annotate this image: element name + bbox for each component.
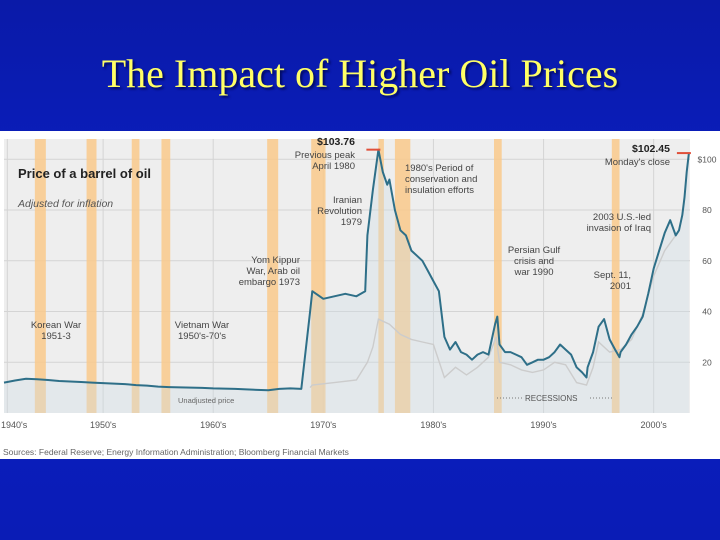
unadjusted-price-line	[309, 234, 677, 389]
annotation-persian-gulf: war 1990	[513, 267, 553, 278]
annotation-persian-gulf: crisis and	[514, 256, 554, 267]
recession-band	[86, 139, 97, 413]
annotation-iranian-revolution: Iranian	[333, 195, 362, 206]
recession-band	[161, 139, 171, 413]
annotation-vietnam-war: 1950's-70's	[178, 331, 226, 342]
annotation-sept-11: 2001	[610, 281, 631, 292]
annotation-korean-war: 1951-3	[41, 331, 71, 342]
annotation-yom-kippur: War, Arab oil	[246, 266, 300, 277]
y-tick-label: 80	[702, 205, 712, 215]
x-tick-label: 1940's	[1, 420, 28, 430]
plot-area	[3, 139, 691, 413]
annotation-iranian-revolution: 1979	[341, 217, 362, 228]
annotation-value-previous-peak: $103.76	[317, 136, 355, 148]
annotation-conservation: 1980's Period of	[405, 163, 474, 174]
recession-band	[34, 139, 46, 413]
slide-title: The Impact of Higher Oil Prices	[101, 51, 619, 96]
recessions-label: RECESSIONS	[525, 394, 577, 403]
x-tick-label: 1990's	[530, 420, 557, 430]
x-tick-label: 1960's	[200, 420, 227, 430]
recession-band	[378, 139, 384, 413]
x-tick-label: 1950's	[90, 420, 117, 430]
recession-band	[611, 139, 620, 413]
annotation-conservation: conservation and	[405, 174, 477, 185]
annotation-yom-kippur: embargo 1973	[239, 277, 300, 288]
recession-band	[267, 139, 279, 413]
recession-band	[131, 139, 140, 413]
annotation-korean-war: Korean War	[31, 320, 81, 331]
y-tick-label: $100	[698, 154, 717, 164]
annotation-previous-peak: Previous peak	[295, 150, 355, 161]
y-tick-label: 40	[702, 307, 712, 317]
x-tick-label: 2000's	[641, 420, 668, 430]
chart-subtitle: Adjusted for inflation	[17, 198, 113, 210]
adjusted-area	[4, 149, 689, 413]
annotation-conservation: insulation efforts	[405, 185, 474, 196]
oil-price-chart: Price of a barrel of oil Adjusted for in…	[0, 131, 720, 459]
y-tick-label: 60	[702, 256, 712, 266]
x-tick-label: 1970's	[310, 420, 337, 430]
recession-band	[311, 139, 326, 413]
annotation-iraq-invasion: 2003 U.S.-led	[593, 212, 651, 223]
x-tick-label: 1980's	[420, 420, 447, 430]
label-layer: Price of a barrel of oil Adjusted for in…	[1, 136, 717, 457]
y-tick-label: 20	[702, 357, 712, 367]
annotation-value-mondays-close: $102.45	[632, 143, 670, 155]
annotation-persian-gulf: Persian Gulf	[508, 245, 561, 256]
annotation-yom-kippur: Yom Kippur	[251, 255, 300, 266]
chart-canvas: Price of a barrel of oil Adjusted for in…	[0, 131, 720, 459]
annotation-previous-peak: April 1980	[312, 161, 355, 172]
recession-band	[394, 139, 411, 413]
unadjusted-price-label: Unadjusted price	[178, 396, 234, 405]
adjusted-price-line	[3, 148, 690, 392]
chart-title: Price of a barrel of oil	[18, 166, 151, 181]
recession-band	[494, 139, 502, 413]
annotation-iraq-invasion: invasion of Iraq	[587, 223, 651, 234]
annotation-sept-11: Sept. 11,	[594, 270, 631, 281]
annotation-vietnam-war: Vietnam War	[175, 320, 229, 331]
chart-source: Sources: Federal Reserve; Energy Informa…	[3, 447, 349, 457]
annotation-mondays-close: Monday's close	[605, 157, 670, 168]
annotation-iranian-revolution: Revolution	[317, 206, 362, 217]
